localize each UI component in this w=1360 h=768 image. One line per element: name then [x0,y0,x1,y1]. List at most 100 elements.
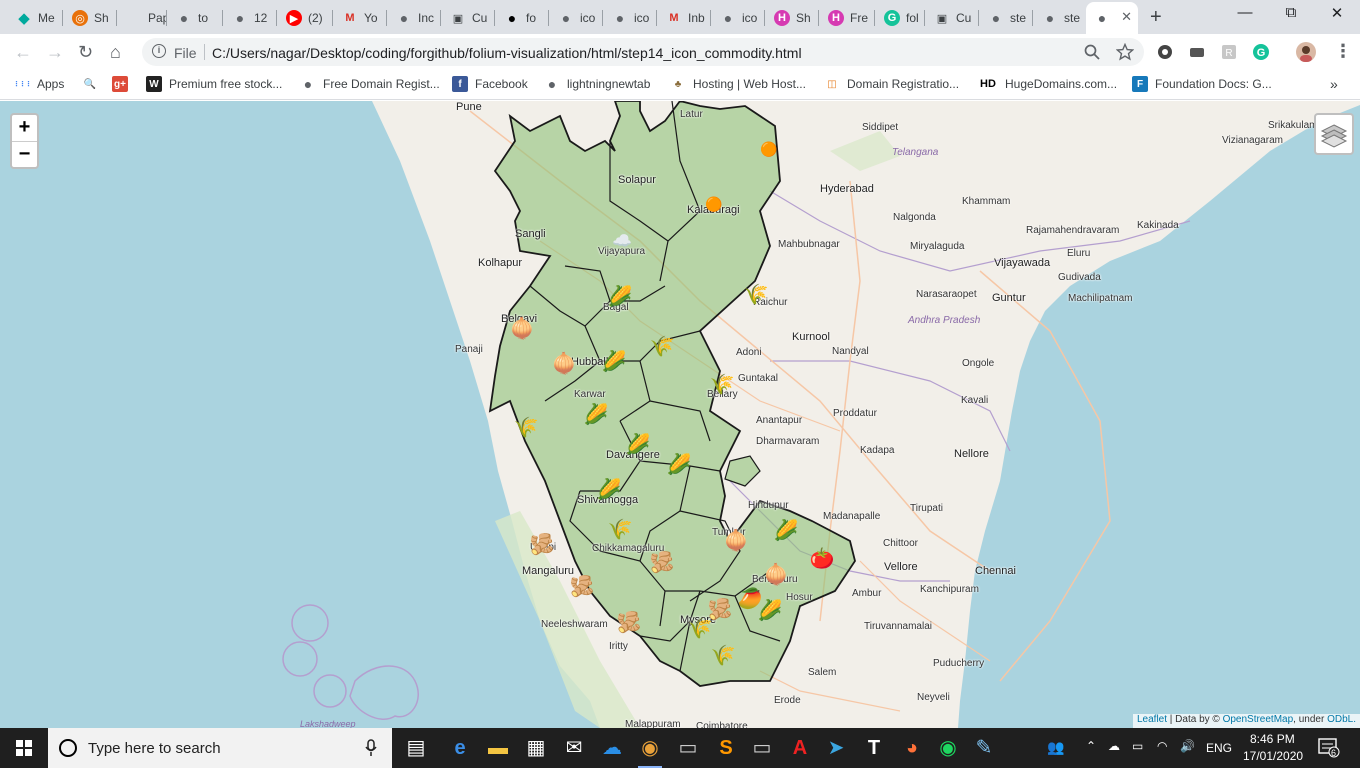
extension-gray-icon[interactable]: R [1220,43,1238,61]
bookmark-item[interactable]: F Foundation Docs: G... [1132,76,1272,92]
typora-icon[interactable]: T [867,737,881,759]
corn-icon[interactable]: 🌽 [757,600,783,622]
back-arrow-icon[interactable]: ← [14,42,32,62]
bookmark-star-icon[interactable] [1116,43,1134,61]
show-hidden-icons[interactable]: ⌃ [1086,739,1097,753]
acrobat-icon[interactable]: A [792,737,808,759]
ginger-icon[interactable]: 🫚 [529,534,555,556]
tab[interactable]: ● fo [496,4,548,32]
corn-icon[interactable]: 🌽 [666,454,692,476]
tab[interactable]: ● ico [604,4,656,32]
reload-icon[interactable]: ↻ [78,42,94,62]
chrome-icon[interactable]: ◉ [638,736,662,768]
bookmark-item[interactable]: ◫ Domain Registratio... [824,76,959,92]
clock-date[interactable]: 17/01/2020 [1243,749,1304,763]
onion-icon[interactable]: 🧅 [723,530,749,552]
corn-icon[interactable]: 🌽 [625,434,651,456]
onion-icon[interactable]: 🧅 [551,353,577,375]
tab[interactable]: ▣ Cu [926,4,978,32]
tab[interactable]: ▣ Cu [442,4,494,32]
layers-control-button[interactable] [1314,113,1354,155]
volume-icon[interactable]: 🔊 [1180,739,1195,753]
odbl-link[interactable]: ODbL. [1327,714,1356,725]
info-icon[interactable]: i [152,44,166,58]
wheat-icon[interactable]: 🌾 [649,336,675,358]
tab[interactable]: M Inb [658,4,710,32]
tab[interactable]: M Yo [334,4,386,32]
wheat-icon[interactable]: 🌾 [743,284,769,306]
ginger-icon[interactable]: 🫚 [616,612,642,634]
extension-circle-icon[interactable] [1156,43,1174,61]
close-tab-icon[interactable]: ✕ [1121,9,1132,24]
extension-tag-icon[interactable] [1188,43,1206,61]
onedrive-tray-icon[interactable]: ☁ [1108,739,1120,753]
spotify-icon[interactable]: ◉ [939,737,957,759]
clock-time[interactable]: 8:46 PM [1250,732,1295,746]
onedrive-icon[interactable]: ☁ [602,737,622,759]
ginger-icon[interactable]: 🫚 [649,552,675,574]
taskbar-search-box[interactable]: Type here to search [48,728,392,768]
wheat-icon[interactable]: 🌾 [709,374,735,396]
sublime-icon[interactable]: S [719,737,733,759]
wheat-icon[interactable]: 🌾 [710,645,736,667]
map-view[interactable]: Pune Latur Siddipet Srikakulam Vizianagaram S… [0,101,1360,728]
paint-icon[interactable]: ✎ [975,737,993,759]
zoom-lens-icon[interactable] [1084,44,1100,60]
tab[interactable]: ◎ Sh [64,4,116,32]
ginger-icon[interactable]: 🫚 [569,576,595,598]
tab[interactable]: ● to [168,4,222,32]
address-bar[interactable]: i File C:/Users/nagar/Desktop/coding/for… [142,38,1144,66]
tab[interactable]: Papier [118,4,166,32]
task-view-icon[interactable]: ▤ [406,737,426,759]
mango-icon[interactable]: 🥭 [737,588,763,610]
cmd-icon[interactable]: ▭ [752,737,772,759]
tab[interactable]: H Fre [820,4,874,32]
firefox-icon[interactable]: ◕ [905,737,919,759]
ginger-icon[interactable]: 🫚 [707,599,733,621]
zoom-out-button[interactable]: − [12,141,37,167]
people-icon[interactable]: 👥 [1047,739,1065,755]
edge-icon[interactable]: e [454,737,466,759]
profile-avatar[interactable] [1296,42,1316,62]
bookmark-item[interactable]: HD HugeDomains.com... [978,76,1117,92]
new-tab-button[interactable]: + [1150,6,1162,28]
zoom-in-button[interactable]: + [18,116,31,138]
corn-icon[interactable]: 🌽 [773,520,799,542]
bookmark-item[interactable]: ● lightningnewtab [544,76,651,92]
tomato-icon[interactable]: 🍅 [809,548,835,570]
tab[interactable]: ● 12 [224,4,276,32]
tab[interactable]: ◆ Me [8,4,62,32]
corn-icon[interactable]: 🌽 [601,351,627,373]
tab[interactable]: ● ico [550,4,602,32]
forward-arrow-icon[interactable]: → [46,42,64,62]
file-explorer-icon[interactable]: ▬ [488,737,508,759]
corn-icon[interactable]: 🌽 [583,404,609,426]
tab[interactable]: H Sh [766,4,818,32]
telegram-icon[interactable]: ➤ [827,737,845,759]
store-icon[interactable]: ▦ [526,737,546,759]
leaflet-link[interactable]: Leaflet [1136,714,1168,725]
tab[interactable]: ▶ (2) [278,4,332,32]
minimize-button[interactable]: — [1237,4,1253,21]
wheat-icon[interactable]: 🌾 [607,519,633,541]
bookmark-item[interactable]: ⋮⋮⋮ Apps [13,76,64,92]
onion-icon[interactable]: 🧅 [763,564,789,586]
url-text[interactable]: C:/Users/nagar/Desktop/coding/forgithub/… [212,45,802,61]
corn-icon[interactable]: 🌽 [596,479,622,501]
grammarly-icon[interactable]: G [1252,43,1270,61]
microphone-icon[interactable] [364,739,378,757]
notification-center-icon[interactable] [1318,738,1340,758]
bookmark-item[interactable]: g+ [112,76,135,92]
bookmark-item[interactable]: 🔍 [82,76,105,92]
tab[interactable]: ● Inc [388,4,440,32]
grain-heap-icon[interactable]: 🟠 [705,196,723,212]
corn-icon[interactable]: 🌽 [607,286,633,308]
close-window-button[interactable]: ✕ [1330,5,1344,22]
tab[interactable]: ● ste [1034,4,1086,32]
wifi-icon[interactable]: ◠ [1157,739,1168,753]
tab-active[interactable]: ● ✕ [1086,2,1138,34]
tab[interactable]: ● ste [980,4,1032,32]
osm-link[interactable]: OpenStreetMap [1222,714,1294,725]
battery-icon[interactable]: ▭ [1132,739,1144,753]
